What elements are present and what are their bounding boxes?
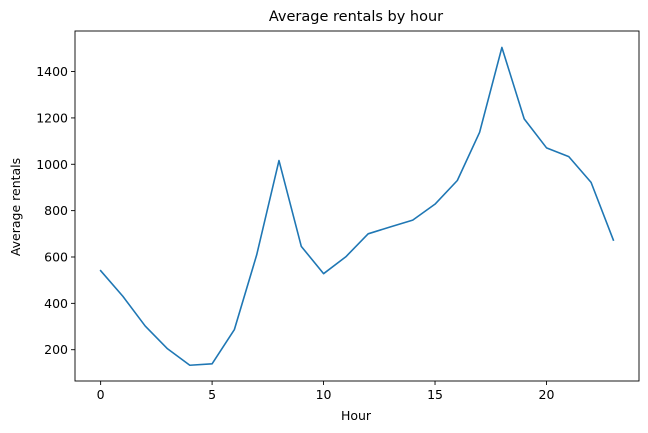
y-tick-label-1000: 1000	[36, 157, 68, 172]
x-axis-label: Hour	[341, 408, 372, 423]
x-tick-label-15: 15	[427, 387, 443, 402]
plot-frame	[74, 30, 640, 382]
y-tick-label-1200: 1200	[36, 110, 68, 125]
y-tick-label-400: 400	[44, 296, 68, 311]
x-tick-label-10: 10	[316, 387, 332, 402]
y-tick-label-200: 200	[44, 342, 68, 357]
y-tick-label-800: 800	[44, 203, 68, 218]
x-tick-label-5: 5	[208, 387, 216, 402]
x-tick-label-0: 0	[97, 387, 105, 402]
y-axis-label: Average rentals	[8, 158, 23, 256]
plot-area: 0 5 10 15 20 200 400 600 800 1000 1200 1400	[36, 30, 640, 402]
chart-title: Average rentals by hour	[269, 9, 443, 25]
y-tick-label-1400: 1400	[36, 64, 68, 79]
x-tick-label-20: 20	[539, 387, 555, 402]
y-tick-label-600: 600	[44, 249, 68, 264]
series-line-0	[99, 46, 615, 367]
